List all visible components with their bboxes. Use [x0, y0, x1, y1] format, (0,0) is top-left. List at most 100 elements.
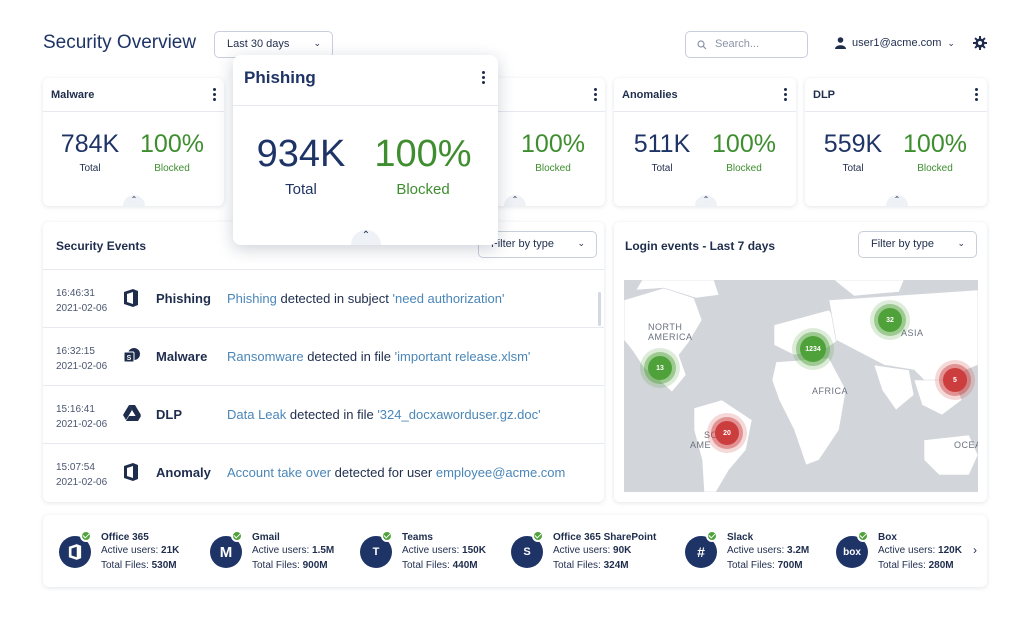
metric-title: Phishing [244, 68, 316, 87]
map-label-asia: ASIA [901, 328, 924, 338]
metric-card-malware: Malware 784K Total 100% Blocked ⌃ [43, 78, 224, 206]
map-cluster-marker[interactable]: 32 [878, 308, 902, 332]
search-input[interactable]: Search... [685, 31, 808, 58]
app-active-users: Active users: 120K [878, 545, 962, 556]
expand-caret-icon[interactable]: ⌃ [886, 195, 908, 206]
app-name: Box [878, 532, 897, 543]
collapse-caret-icon[interactable]: ⌃ [351, 230, 381, 245]
divider [805, 111, 987, 112]
app-total-files: Total Files: 530M [101, 560, 177, 571]
event-timestamp: 16:46:31 2021-02-06 [56, 288, 108, 314]
metric-blocked-pct: 100% [712, 130, 776, 158]
date-range-select[interactable]: Last 30 days ⌄ [214, 31, 333, 58]
divider [424, 111, 605, 112]
metric-title: Malware [51, 89, 95, 101]
expand-caret-icon[interactable]: ⌃ [123, 195, 145, 206]
kebab-menu-icon[interactable] [784, 88, 788, 103]
event-row[interactable]: 16:32:15 2021-02-06 S Malware Ransomware … [43, 327, 604, 385]
kebab-menu-icon[interactable] [975, 88, 979, 103]
map-cluster-marker[interactable]: 1234 [800, 336, 826, 362]
event-target-link[interactable]: 'need authorization' [392, 291, 505, 306]
section-title: Login events - Last 7 days [625, 239, 776, 253]
divider [233, 105, 498, 106]
map-cluster-marker[interactable]: 5 [943, 368, 967, 392]
metric-blocked-label: Blocked [154, 163, 190, 174]
event-target-link[interactable]: employee@acme.com [435, 465, 566, 480]
login-events-card: Login events - Last 7 days Filter by typ… [614, 222, 987, 502]
box-icon: box [836, 536, 868, 568]
page-title: Security Overview [43, 32, 197, 53]
app-name: Teams [402, 532, 433, 543]
metric-blocked-pct: 100% [140, 130, 204, 158]
app-total-files: Total Files: 324M [553, 560, 629, 571]
expand-caret-icon[interactable]: ⌃ [504, 195, 526, 206]
app-total-files: Total Files: 900M [252, 560, 328, 571]
search-icon [697, 40, 707, 50]
map-label-south-america: SO [704, 430, 719, 440]
app-active-users: Active users: 90K [553, 545, 632, 556]
kebab-menu-icon[interactable] [482, 71, 486, 86]
event-row[interactable]: 15:07:54 2021-02-06 Anomaly Account take … [43, 443, 604, 501]
expand-caret-icon[interactable]: ⌃ [695, 195, 717, 206]
filter-label: Filter by type [871, 238, 934, 250]
divider [43, 111, 224, 112]
metric-total: 559K [823, 130, 883, 158]
map-label-ocean: OCEA [954, 440, 978, 450]
event-row[interactable]: 16:46:31 2021-02-06 Phishing Phishing det… [43, 269, 604, 327]
metric-card-dlp: DLP 559K Total 100% Blocked ⌃ [805, 78, 987, 206]
gear-icon[interactable] [973, 36, 987, 50]
metric-total-label: Total [79, 163, 101, 174]
metric-total: 511K [633, 130, 691, 158]
scrollbar-thumb[interactable] [598, 292, 601, 326]
filter-by-type-button[interactable]: Filter by type ⌄ [858, 231, 977, 258]
kebab-menu-icon[interactable] [213, 88, 217, 103]
search-placeholder: Search... [715, 38, 760, 50]
event-type: Anomaly [156, 465, 211, 480]
map-label-north-america: NORTH AMERICA [648, 322, 693, 342]
divider [614, 111, 796, 112]
app-total-files: Total Files: 440M [402, 560, 478, 571]
app-name: Office 365 SharePoint [553, 532, 657, 543]
event-target-link[interactable]: '324_docxaworduser.gz.doc' [377, 407, 541, 422]
metric-blocked-label: Blocked [726, 163, 762, 174]
event-description: Phishing detected in subject 'need autho… [227, 291, 505, 306]
check-icon [706, 530, 718, 542]
event-type: Malware [156, 349, 208, 364]
security-events-card: Security Events Filter by type ⌄ 16:46:3… [43, 222, 604, 502]
world-map[interactable]: NORTH AMERICA ASIA AFRICA SO AME OCEA 13… [624, 280, 978, 492]
app-active-users: Active users: 21K [101, 545, 180, 556]
user-menu[interactable]: user1@acme.com ⌄ [835, 37, 955, 49]
event-highlight-link[interactable]: Phishing [227, 291, 277, 306]
map-cluster-marker[interactable]: 20 [715, 421, 739, 445]
kebab-menu-icon[interactable] [594, 88, 598, 103]
apps-summary-bar: Office 365 Active users: 21K Total Files… [43, 515, 987, 587]
office-icon [124, 463, 138, 481]
event-highlight-link[interactable]: Account take over [227, 465, 332, 480]
event-timestamp: 15:16:41 2021-02-06 [56, 404, 108, 430]
user-email: user1@acme.com [852, 37, 942, 49]
app-total-files: Total Files: 280M [878, 560, 954, 571]
app-active-users: Active users: 150K [402, 545, 486, 556]
map-cluster-marker[interactable]: 13 [648, 356, 672, 380]
metric-total-label: Total [285, 181, 317, 198]
event-row[interactable]: 15:16:41 2021-02-06 DLP Data Leak detecte… [43, 385, 604, 443]
check-icon [857, 530, 869, 542]
app-name: Slack [727, 532, 754, 543]
app-name: Gmail [252, 532, 280, 543]
metric-blocked-label: Blocked [917, 163, 953, 174]
event-highlight-link[interactable]: Data Leak [227, 407, 287, 422]
metric-total: 934K [256, 133, 346, 175]
event-highlight-link[interactable]: Ransomware [227, 349, 304, 364]
metric-total: 784K [60, 130, 120, 158]
metric-blocked-pct: 100% [374, 133, 472, 175]
event-description: Account take over detected for user empl… [227, 465, 566, 480]
chevron-down-icon: ⌄ [313, 38, 321, 48]
event-type: Phishing [156, 291, 211, 306]
filter-label: Filter by type [491, 238, 554, 250]
event-description: Ransomware detected in file 'important r… [227, 349, 531, 364]
check-icon [80, 530, 92, 542]
chevron-right-icon[interactable]: › [973, 543, 977, 557]
check-icon [231, 530, 243, 542]
event-target-link[interactable]: 'important release.xlsm' [394, 349, 531, 364]
event-type: DLP [156, 407, 182, 422]
